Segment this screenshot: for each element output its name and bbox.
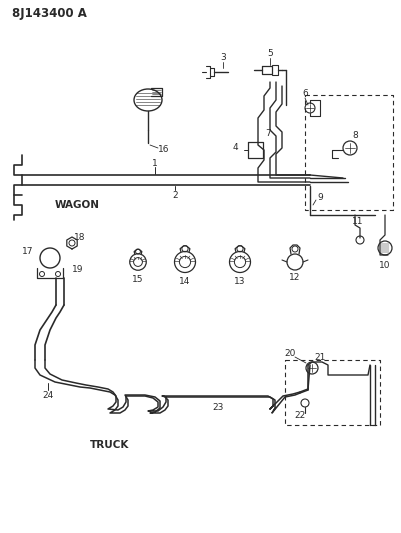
Text: 21: 21 <box>314 353 326 362</box>
Text: 3: 3 <box>220 53 226 62</box>
Text: 5: 5 <box>267 50 273 59</box>
Text: 2: 2 <box>172 190 178 199</box>
Text: 7: 7 <box>265 130 271 139</box>
Text: 8J143400 A: 8J143400 A <box>12 6 87 20</box>
Text: 20: 20 <box>284 350 296 359</box>
Text: 4: 4 <box>232 143 238 152</box>
Text: TRUCK: TRUCK <box>90 440 130 450</box>
Text: 24: 24 <box>43 391 54 400</box>
Text: 13: 13 <box>234 278 246 287</box>
Text: 22: 22 <box>294 410 306 419</box>
Text: 11: 11 <box>352 217 364 227</box>
Text: 18: 18 <box>74 233 86 243</box>
Text: 19: 19 <box>72 265 84 274</box>
Text: 14: 14 <box>179 278 191 287</box>
Text: 15: 15 <box>132 276 144 285</box>
Text: 17: 17 <box>22 247 34 256</box>
Text: 23: 23 <box>212 402 224 411</box>
Text: 8: 8 <box>352 131 358 140</box>
Text: WAGON: WAGON <box>55 200 100 210</box>
Text: 16: 16 <box>158 146 170 155</box>
Text: 10: 10 <box>379 261 391 270</box>
Text: 12: 12 <box>289 273 301 282</box>
Text: 1: 1 <box>152 158 158 167</box>
Text: 6: 6 <box>302 90 308 99</box>
Text: 9: 9 <box>317 193 323 203</box>
